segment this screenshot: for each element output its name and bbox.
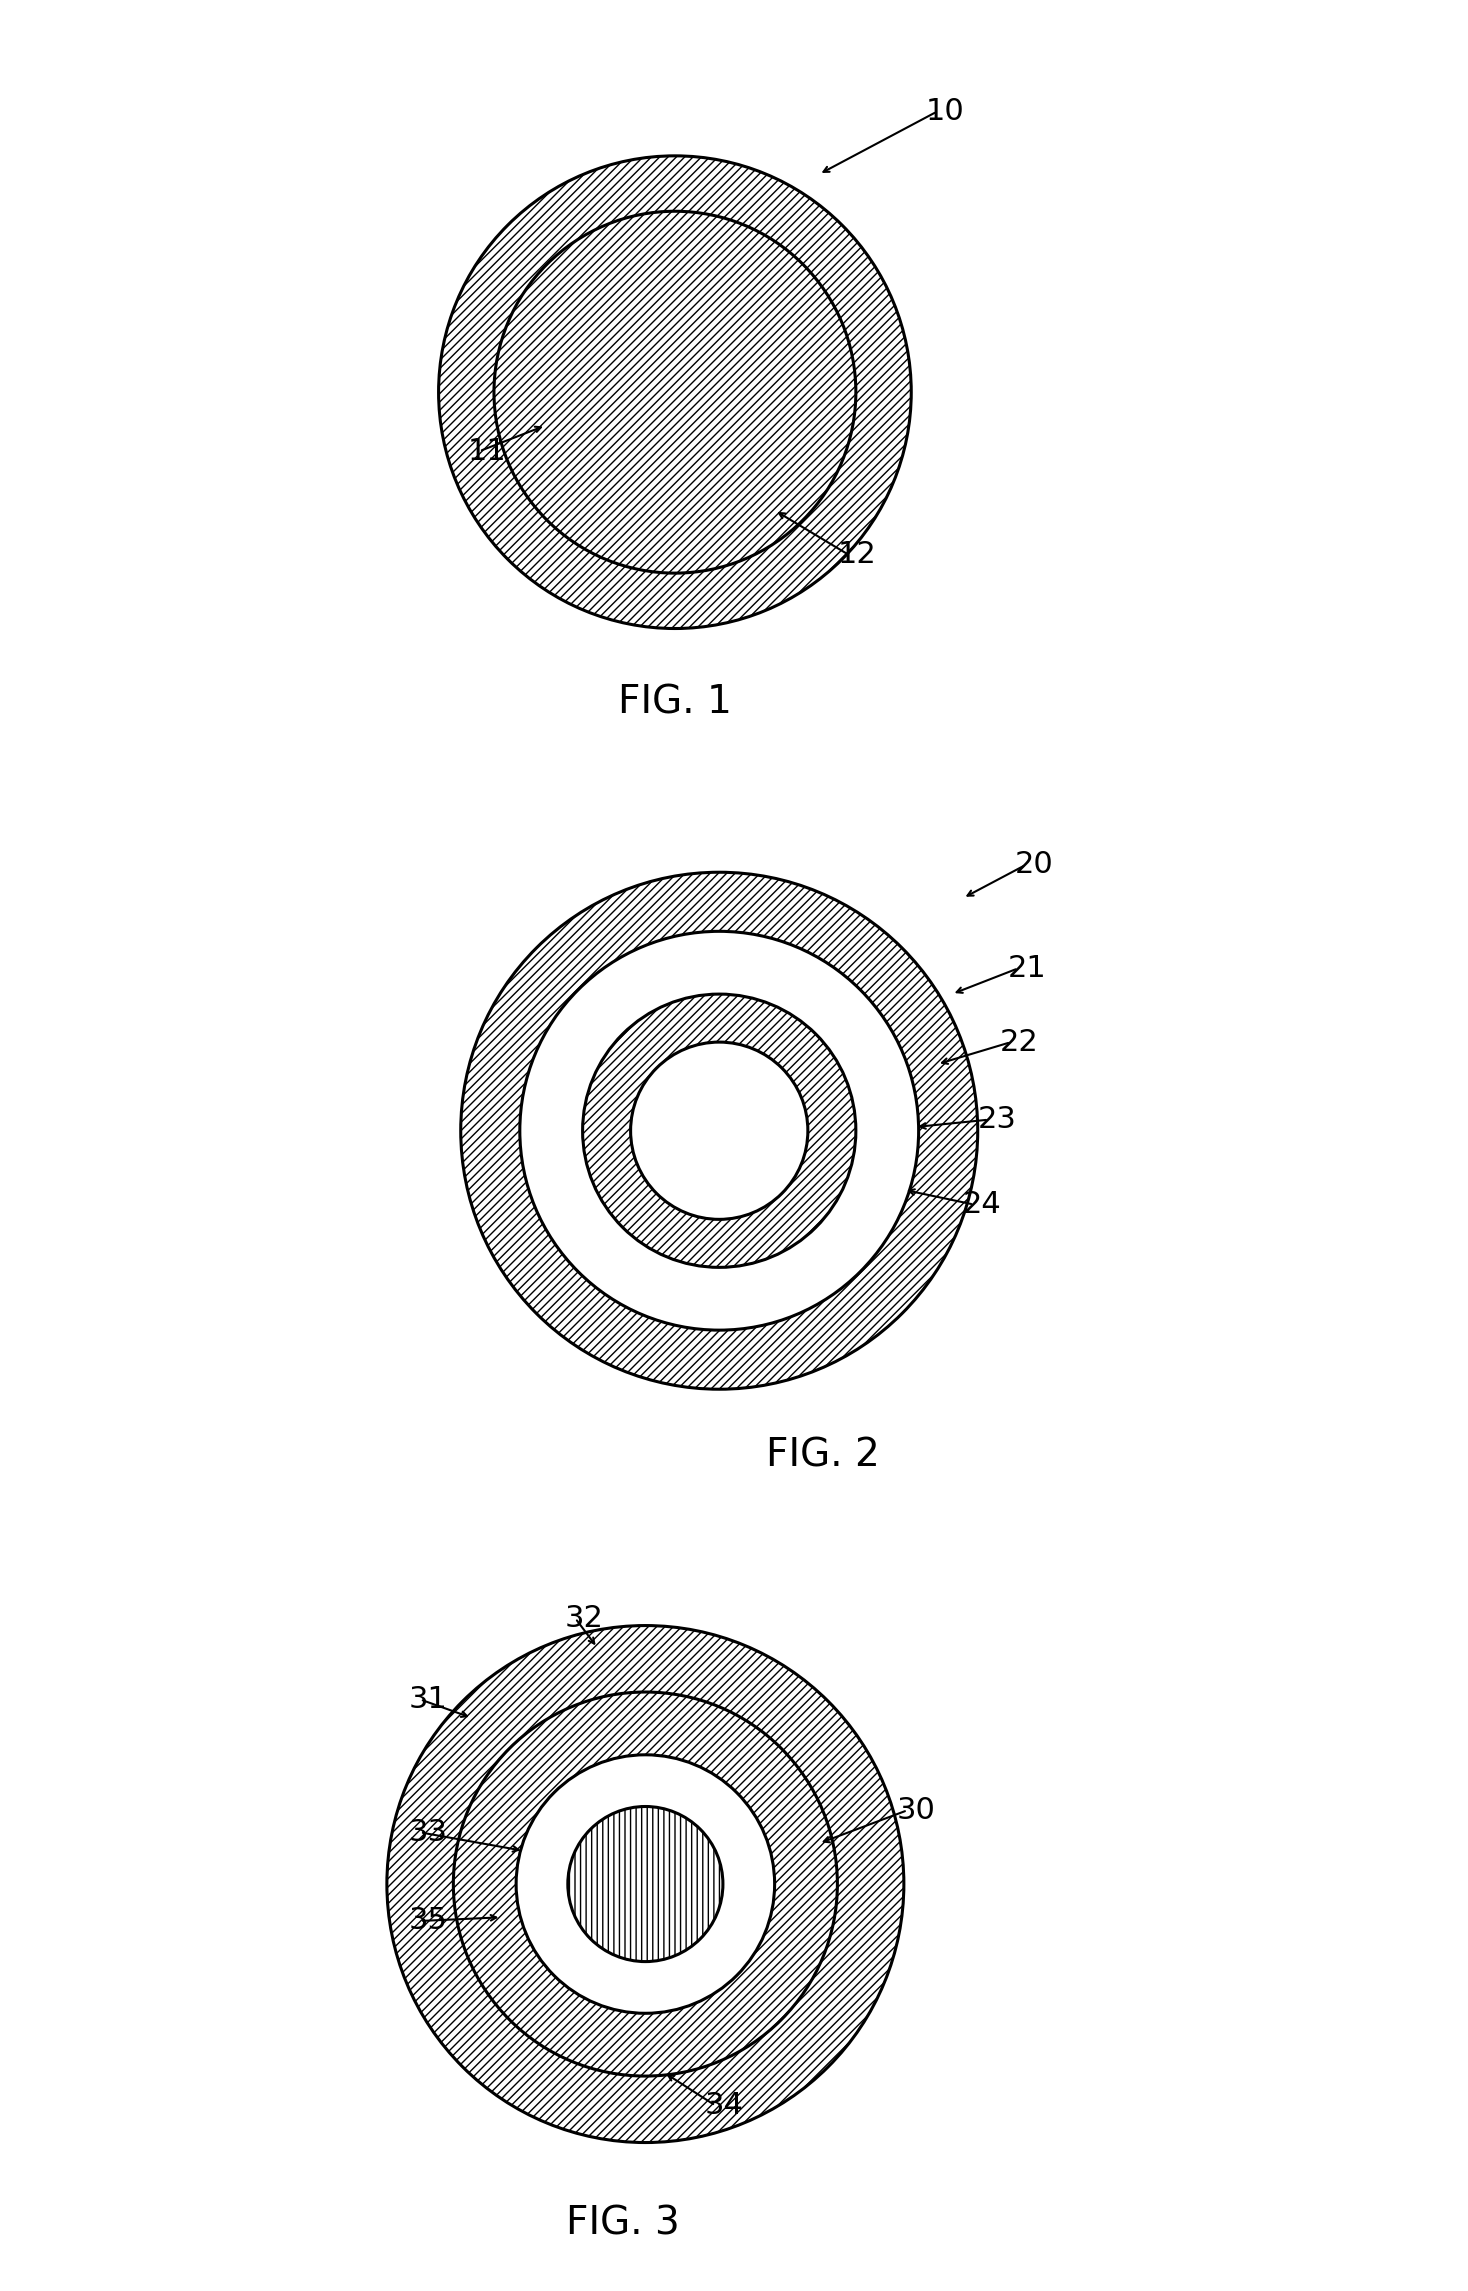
Text: FIG. 3: FIG. 3 xyxy=(567,2204,680,2243)
Circle shape xyxy=(388,1627,904,2142)
Text: 12: 12 xyxy=(837,541,876,568)
Text: 31: 31 xyxy=(410,1684,448,1714)
Text: 24: 24 xyxy=(963,1189,1001,1219)
Circle shape xyxy=(439,156,912,628)
Text: 32: 32 xyxy=(564,1604,603,1633)
Text: 23: 23 xyxy=(978,1104,1017,1134)
Circle shape xyxy=(583,994,856,1267)
Text: FIG. 1: FIG. 1 xyxy=(618,683,733,722)
Circle shape xyxy=(493,211,856,573)
Text: 21: 21 xyxy=(1007,953,1047,983)
Text: 33: 33 xyxy=(410,1817,448,1847)
Circle shape xyxy=(568,1808,722,1961)
Circle shape xyxy=(454,1693,837,2076)
Text: 22: 22 xyxy=(1000,1029,1039,1056)
Text: 11: 11 xyxy=(468,438,506,465)
Text: FIG. 2: FIG. 2 xyxy=(766,1436,879,1475)
Text: 34: 34 xyxy=(705,2092,743,2119)
Text: 20: 20 xyxy=(1014,850,1054,880)
Text: 30: 30 xyxy=(897,1796,935,1824)
Text: 35: 35 xyxy=(410,1906,448,1936)
Circle shape xyxy=(520,932,919,1331)
Circle shape xyxy=(631,1042,807,1219)
Circle shape xyxy=(461,873,978,1388)
Text: 10: 10 xyxy=(926,96,964,126)
Circle shape xyxy=(517,1755,775,2014)
